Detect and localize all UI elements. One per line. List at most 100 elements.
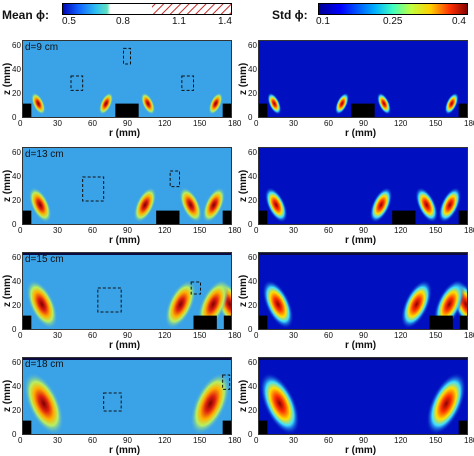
block-3 (458, 210, 468, 225)
block-1 (22, 210, 32, 225)
x-tick-label: 60 (324, 119, 333, 128)
plume-1 (28, 187, 52, 223)
top-wall (22, 252, 232, 255)
x-axis-title: r (mm) (345, 340, 377, 351)
x-tick-label: 180 (464, 119, 474, 128)
y-tick-label: 40 (12, 172, 21, 181)
plume-2 (369, 187, 393, 223)
block-2 (222, 420, 232, 435)
block-1 (22, 315, 32, 330)
distance-label: d=15 cm (25, 254, 64, 265)
dashed-box-1 (82, 176, 105, 202)
std-panel-2 (258, 147, 468, 225)
y-tick-label: 60 (248, 148, 257, 157)
y-tick-label: 40 (12, 382, 21, 391)
x-tick-label: 120 (158, 331, 172, 340)
y-tick-label: 0 (248, 113, 253, 122)
mean-panel-1 (22, 40, 232, 118)
top-wall (258, 252, 468, 255)
y-tick-label: 0 (12, 325, 17, 334)
block-1 (22, 103, 32, 118)
block-3 (458, 103, 468, 118)
block-3 (223, 315, 232, 330)
x-tick-label: 30 (53, 119, 62, 128)
x-tick-label: 180 (228, 436, 242, 445)
y-tick-label: 60 (248, 253, 257, 262)
y-tick-label: 20 (12, 301, 21, 310)
y-tick-label: 20 (248, 196, 257, 205)
x-tick-label: 0 (254, 331, 259, 340)
block-3 (222, 103, 232, 118)
dashed-box-3 (181, 75, 194, 91)
x-axis-title: r (mm) (109, 128, 141, 139)
plume-2 (133, 187, 157, 223)
y-tick-label: 0 (12, 113, 17, 122)
plume-3 (376, 92, 392, 115)
y-tick-label: 60 (248, 41, 257, 50)
x-tick-label: 0 (254, 226, 259, 235)
x-tick-label: 150 (193, 436, 207, 445)
block-1 (258, 420, 268, 435)
dashed-box-2 (222, 374, 231, 390)
y-axis-title: z (mm) (2, 379, 13, 412)
x-tick-label: 150 (429, 436, 443, 445)
mean-panel-3 (22, 252, 232, 330)
x-tick-label: 90 (123, 119, 132, 128)
block-1 (258, 315, 268, 330)
x-tick-label: 120 (394, 226, 408, 235)
dashed-box-1 (103, 392, 122, 412)
y-tick-label: 20 (12, 89, 21, 98)
plume-1 (23, 372, 64, 435)
mean-panel-2 (22, 147, 232, 225)
x-tick-label: 150 (429, 226, 443, 235)
plume-2 (164, 279, 197, 329)
distance-label: d=9 cm (25, 42, 59, 53)
mean-tick-0: 0.5 (62, 16, 76, 27)
x-tick-label: 120 (394, 331, 408, 340)
plume-3 (415, 187, 439, 223)
x-tick-label: 0 (254, 436, 259, 445)
plume-2 (400, 279, 433, 329)
x-tick-label: 30 (289, 436, 298, 445)
y-tick-label: 20 (248, 89, 257, 98)
x-tick-label: 120 (394, 436, 408, 445)
y-tick-label: 60 (248, 358, 257, 367)
std-panel-1 (258, 40, 468, 118)
x-tick-label: 90 (359, 119, 368, 128)
x-tick-label: 150 (193, 119, 207, 128)
x-tick-label: 60 (324, 436, 333, 445)
y-tick-label: 20 (248, 301, 257, 310)
std-tick-2: 0.4 (452, 16, 466, 27)
plume-4 (208, 92, 223, 115)
plume-2 (426, 372, 467, 435)
x-tick-label: 120 (158, 436, 172, 445)
x-axis-title: r (mm) (109, 235, 141, 246)
block-2 (351, 103, 375, 118)
x-tick-label: 0 (18, 331, 23, 340)
block-2 (458, 420, 468, 435)
x-axis-title: r (mm) (109, 340, 141, 351)
x-tick-label: 180 (464, 331, 474, 340)
y-tick-label: 0 (248, 325, 253, 334)
x-tick-label: 0 (18, 436, 23, 445)
dashed-box-1 (70, 75, 84, 91)
y-axis-title: z (mm) (2, 169, 13, 202)
y-tick-label: 0 (248, 430, 253, 439)
y-tick-label: 60 (12, 253, 21, 262)
x-tick-label: 90 (123, 436, 132, 445)
mean-tick-1: 0.8 (116, 16, 130, 27)
x-tick-label: 60 (324, 226, 333, 235)
x-tick-label: 30 (53, 436, 62, 445)
block-2 (429, 315, 453, 330)
dashed-box-2 (169, 170, 181, 188)
plume-1 (26, 279, 58, 329)
x-tick-label: 60 (88, 436, 97, 445)
x-tick-label: 150 (193, 331, 207, 340)
x-tick-label: 90 (359, 436, 368, 445)
x-tick-label: 90 (359, 331, 368, 340)
x-axis-title: r (mm) (345, 235, 377, 246)
y-axis-title: z (mm) (238, 274, 249, 307)
y-tick-label: 40 (248, 65, 257, 74)
plume-4 (438, 187, 462, 223)
dashed-box-2 (190, 281, 202, 295)
